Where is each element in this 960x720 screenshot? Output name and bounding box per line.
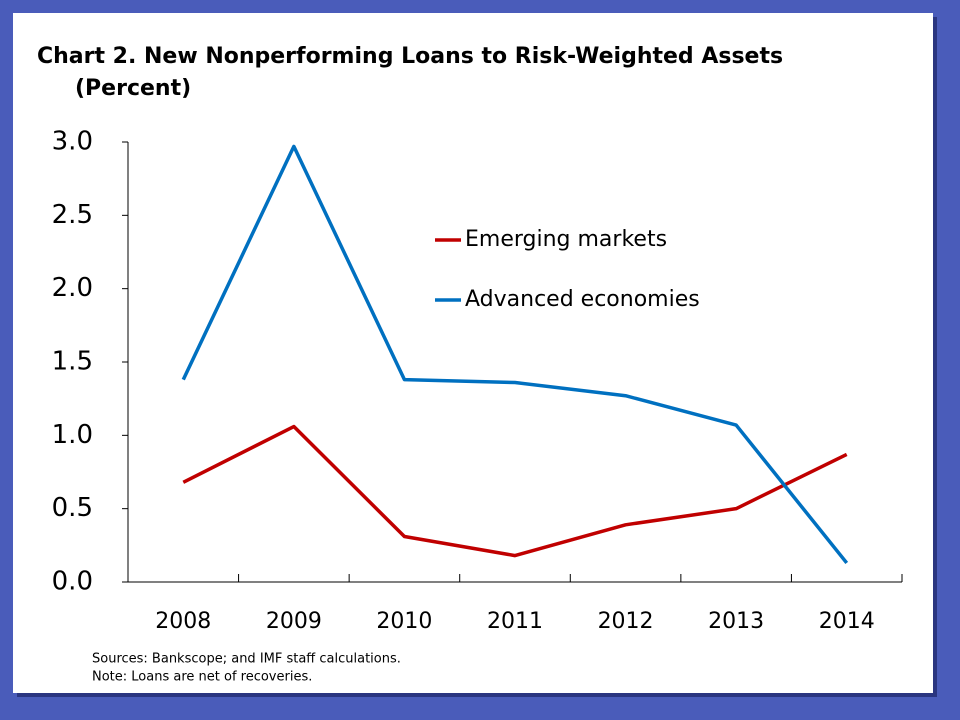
- x-tick-label: 2011: [487, 609, 543, 634]
- chart-title: Chart 2. New Nonperforming Loans to Risk…: [37, 44, 783, 69]
- series-line: [181, 144, 849, 565]
- legend-label: Emerging markets: [465, 227, 667, 252]
- x-tick-label: 2010: [376, 609, 432, 634]
- x-tick-label: 2012: [598, 609, 654, 634]
- note: Note: Loans are net of recoveries.: [92, 670, 312, 685]
- series-line: [182, 424, 848, 558]
- panel: [13, 13, 933, 693]
- y-tick-label: 3.0: [52, 127, 93, 157]
- y-tick-label: 1.0: [52, 420, 93, 450]
- y-tick-label: 0.5: [52, 493, 93, 523]
- sources: Sources: Bankscope; and IMF staff calcul…: [92, 652, 401, 667]
- y-tick-label: 0.0: [52, 567, 93, 597]
- x-tick-label: 2014: [819, 609, 875, 634]
- chart-subtitle: (Percent): [75, 76, 191, 101]
- y-tick-label: 2.5: [52, 200, 93, 230]
- y-tick-label: 1.5: [52, 347, 93, 377]
- y-tick-label: 2.0: [52, 273, 93, 303]
- x-tick-label: 2013: [708, 609, 764, 634]
- x-tick-label: 2008: [155, 609, 211, 634]
- legend-label: Advanced economies: [465, 287, 700, 312]
- x-tick-label: 2009: [266, 609, 322, 634]
